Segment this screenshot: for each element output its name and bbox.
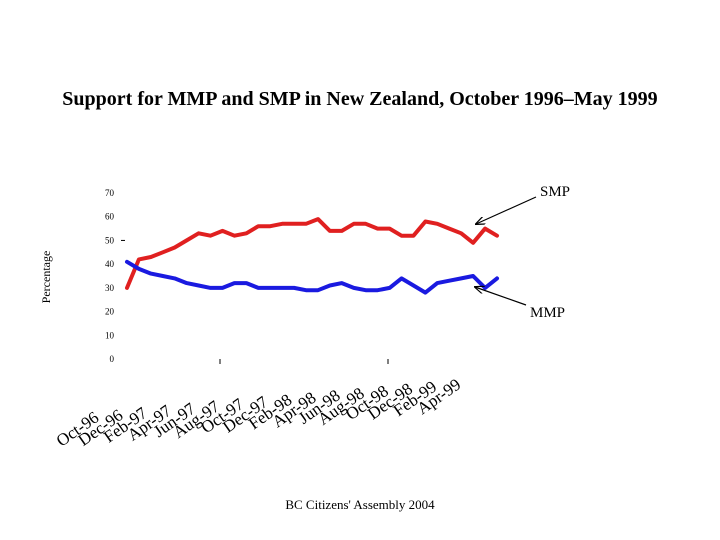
annotation-mmp: MMP [530, 305, 565, 321]
y-tick-label: 50 [105, 235, 115, 245]
series-layer [125, 217, 499, 295]
y-tick-label: 0 [110, 354, 115, 364]
annotation-arrow-smp [476, 196, 537, 224]
y-tick-label: 60 [105, 212, 115, 222]
y-tick-label: 70 [105, 188, 115, 198]
y-tick-label: 30 [105, 283, 115, 293]
y-tick-label: 10 [105, 330, 115, 340]
x-axis: Oct-96Dec-96Feb-97Apr-97Jun-97Aug-97Oct-… [53, 359, 464, 450]
series-line-mmp [125, 259, 499, 295]
y-axis: 0 10 20 30 40 50 60 70 [105, 188, 125, 364]
annotation-smp: SMP [540, 184, 570, 200]
chart-title: Support for MMP and SMP in New Zealand, … [62, 88, 658, 110]
y-axis-label: Percentage [39, 251, 53, 304]
y-tick-label: 20 [105, 307, 115, 317]
y-tick-label: 40 [105, 259, 115, 269]
annotation-layer: SMP MMP [475, 184, 570, 321]
annotation-arrow-mmp [475, 287, 527, 306]
series-line-smp [125, 217, 499, 290]
footer-credit: BC Citizens' Assembly 2004 [285, 497, 435, 512]
x-tick-label: Apr-99 [413, 375, 464, 419]
